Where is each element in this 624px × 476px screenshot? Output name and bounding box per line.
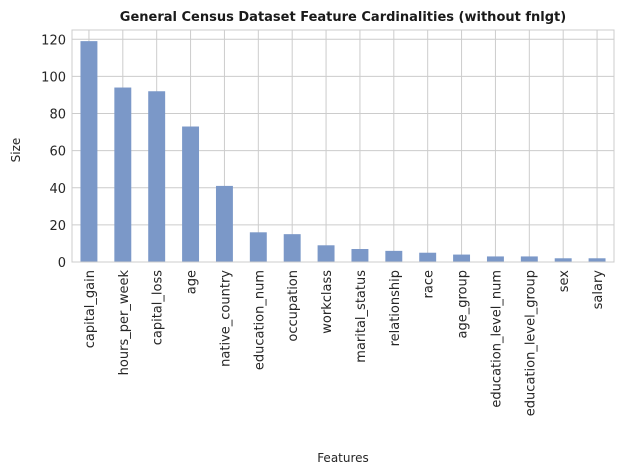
x-tick-label: age_group — [456, 270, 471, 338]
y-tick-label: 40 — [49, 182, 66, 197]
x-tick-label: occupation — [286, 270, 301, 342]
x-tick-label: capital_loss — [151, 270, 166, 345]
bar — [453, 254, 471, 262]
plot-frame — [71, 29, 615, 263]
x-tick-label: salary — [591, 270, 606, 310]
x-tick-label: sex — [557, 270, 572, 293]
x-tick-label: education_level_num — [489, 270, 504, 408]
y-tick-label: 0 — [58, 256, 66, 271]
x-tick-label: education_level_group — [523, 270, 538, 416]
x-tick-label: race — [422, 270, 437, 298]
y-tick-label: 20 — [49, 219, 66, 234]
x-tick-label: relationship — [388, 270, 403, 346]
bar — [419, 252, 437, 262]
x-tick-label: hours_per_week — [117, 270, 132, 376]
x-ticks: capital_gain hours_per_week capital_loss ag… — [83, 270, 606, 417]
bar — [588, 258, 606, 262]
x-tick-label: education_num — [252, 270, 267, 370]
bar — [520, 256, 538, 262]
y-axis-label: Size — [9, 138, 23, 163]
bar — [351, 249, 369, 262]
y-tick-label: 60 — [49, 145, 66, 160]
bar — [486, 256, 504, 262]
x-tick-label: native_country — [218, 270, 233, 367]
grid — [72, 30, 614, 263]
bar — [249, 232, 267, 262]
bar — [114, 87, 132, 262]
bar — [182, 126, 200, 263]
bar — [385, 250, 403, 262]
x-axis-label: Features — [317, 451, 369, 465]
x-tick-label: workclass — [320, 270, 335, 334]
y-tick-label: 120 — [41, 33, 66, 48]
bar — [215, 185, 233, 262]
bar — [283, 234, 301, 262]
x-tick-label: capital_gain — [83, 270, 98, 348]
bar — [554, 258, 572, 262]
bars — [80, 41, 606, 263]
y-ticks: 0 20 40 60 80 100 120 — [41, 33, 66, 271]
chart-title: General Census Dataset Feature Cardinali… — [120, 10, 566, 25]
bar — [317, 245, 335, 262]
bar — [80, 41, 98, 262]
bar — [148, 91, 166, 262]
y-tick-label: 80 — [49, 108, 66, 123]
x-tick-label: marital_status — [354, 270, 369, 363]
y-tick-label: 100 — [41, 70, 66, 85]
x-tick-label: age — [185, 270, 200, 294]
